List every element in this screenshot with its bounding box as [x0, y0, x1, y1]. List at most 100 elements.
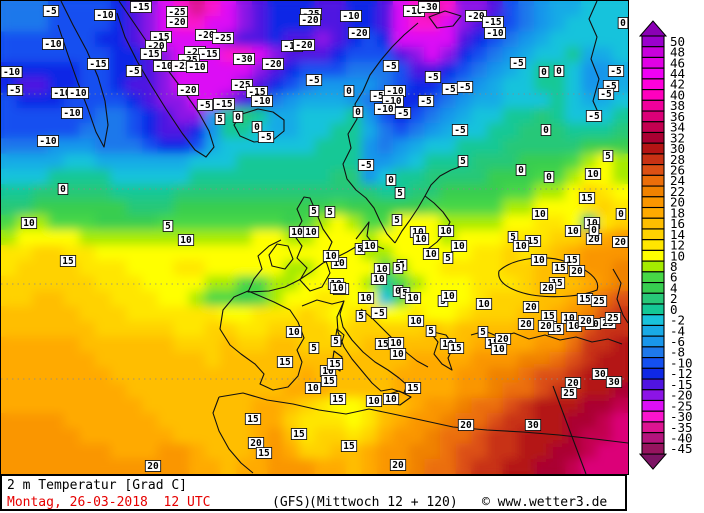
svg-text:10: 10: [325, 251, 337, 262]
svg-text:-15: -15: [484, 17, 501, 28]
temp-label: 15: [551, 262, 569, 274]
temp-label: 25: [604, 312, 622, 324]
svg-text:5: 5: [445, 253, 451, 264]
scale-tick-label: 16: [670, 216, 685, 231]
scale-color-box: [641, 432, 665, 444]
svg-text:-5: -5: [308, 75, 320, 86]
svg-text:15: 15: [551, 278, 563, 289]
temp-label: -5: [451, 124, 469, 136]
scale-tick-label: 24: [670, 173, 685, 188]
svg-text:10: 10: [478, 299, 490, 310]
temp-label: -5: [424, 71, 442, 83]
svg-text:-5: -5: [459, 82, 471, 93]
svg-text:15: 15: [62, 256, 74, 267]
svg-text:-15: -15: [283, 41, 300, 52]
svg-text:-5: -5: [260, 132, 272, 143]
svg-text:15: 15: [550, 324, 562, 335]
svg-text:10: 10: [533, 255, 545, 266]
scale-color-box: [641, 324, 665, 337]
coastline-path: [212, 396, 254, 474]
temp-label: 15: [290, 428, 308, 440]
svg-text:10: 10: [568, 321, 580, 332]
scale-color-box: [641, 282, 665, 294]
temp-label: -20: [293, 39, 315, 51]
svg-text:20: 20: [250, 438, 262, 449]
svg-text:10: 10: [453, 241, 465, 252]
svg-text:10: 10: [392, 349, 404, 360]
svg-text:-5: -5: [372, 91, 384, 102]
temp-label: -10: [186, 61, 208, 73]
temp-label: 20: [612, 236, 628, 248]
svg-text:10: 10: [360, 293, 372, 304]
temp-label: 15: [447, 342, 465, 354]
coastline-path: [268, 243, 294, 270]
svg-text:10: 10: [373, 274, 385, 285]
svg-text:-15: -15: [152, 32, 169, 43]
svg-text:5: 5: [311, 343, 317, 354]
temp-label: 15: [59, 255, 77, 267]
coastline-path: [552, 385, 587, 474]
scale-tick-label: 4: [670, 280, 678, 295]
svg-text:-10: -10: [188, 62, 205, 73]
svg-text:20: 20: [580, 316, 592, 327]
temp-label: 10: [357, 292, 375, 304]
svg-text:10: 10: [307, 383, 319, 394]
svg-text:5: 5: [217, 114, 223, 125]
temperature-color-scale: 50 48 46 44 42 40 38 36 34 32 30 28 26 24 22 20 18 16 14 12…: [630, 0, 704, 513]
temp-label: -10: [340, 10, 362, 22]
svg-text:-5: -5: [397, 108, 409, 119]
temp-label: 0: [251, 121, 263, 133]
temp-label: 0: [232, 111, 244, 123]
svg-text:10: 10: [586, 218, 598, 229]
svg-text:-10: -10: [96, 10, 113, 21]
temp-label: -10: [37, 135, 59, 147]
temp-label: -30: [233, 53, 255, 65]
scale-tick-label: 12: [670, 238, 685, 253]
svg-text:0: 0: [556, 66, 562, 77]
temp-label: 10: [437, 225, 455, 237]
scale-tick-label: 32: [670, 130, 685, 145]
temp-label: 0: [352, 106, 364, 118]
scale-color-box: [641, 217, 665, 230]
svg-text:10: 10: [23, 218, 35, 229]
svg-text:10: 10: [407, 293, 419, 304]
temp-label: 10: [304, 382, 322, 394]
svg-text:-10: -10: [69, 88, 86, 99]
svg-text:15: 15: [566, 255, 578, 266]
coastline-path: [428, 10, 462, 29]
svg-text:20: 20: [588, 234, 600, 245]
temp-label: -10: [484, 27, 506, 39]
scale-color-box: [641, 367, 665, 380]
svg-text:20: 20: [147, 461, 159, 472]
svg-text:15: 15: [554, 263, 566, 274]
svg-text:-20: -20: [147, 41, 164, 52]
svg-text:5: 5: [395, 263, 401, 274]
scale-color-box: [641, 335, 665, 348]
scale-tick-label: 0: [670, 302, 678, 317]
svg-text:5: 5: [311, 206, 317, 217]
scale-tick-label: 22: [670, 184, 685, 199]
scale-color-box: [641, 89, 665, 101]
scale-color-box: [641, 67, 665, 80]
svg-text:-5: -5: [427, 72, 439, 83]
svg-text:10: 10: [567, 226, 579, 237]
temp-label: -30: [418, 1, 440, 13]
temp-label: 20: [522, 301, 540, 313]
svg-text:20: 20: [540, 321, 552, 332]
temp-label: -20: [177, 84, 199, 96]
run-datetime: Montag, 26-03-2018 12 UTC: [7, 495, 211, 510]
svg-text:-5: -5: [610, 66, 622, 77]
temp-label: 5: [391, 214, 403, 226]
svg-text:-20: -20: [264, 59, 281, 70]
svg-text:-5: -5: [605, 81, 617, 92]
temp-label: 25: [560, 387, 578, 399]
svg-text:10: 10: [587, 169, 599, 180]
svg-text:-10: -10: [44, 39, 61, 50]
scale-tick-label: 42: [670, 77, 685, 92]
temp-label: -10: [67, 87, 89, 99]
svg-text:10: 10: [443, 291, 455, 302]
temp-label: 0: [615, 208, 627, 220]
svg-text:20: 20: [520, 319, 532, 330]
svg-text:0: 0: [355, 107, 361, 118]
forecast-valid-time: (Mittwoch 12 + 120): [309, 495, 458, 510]
